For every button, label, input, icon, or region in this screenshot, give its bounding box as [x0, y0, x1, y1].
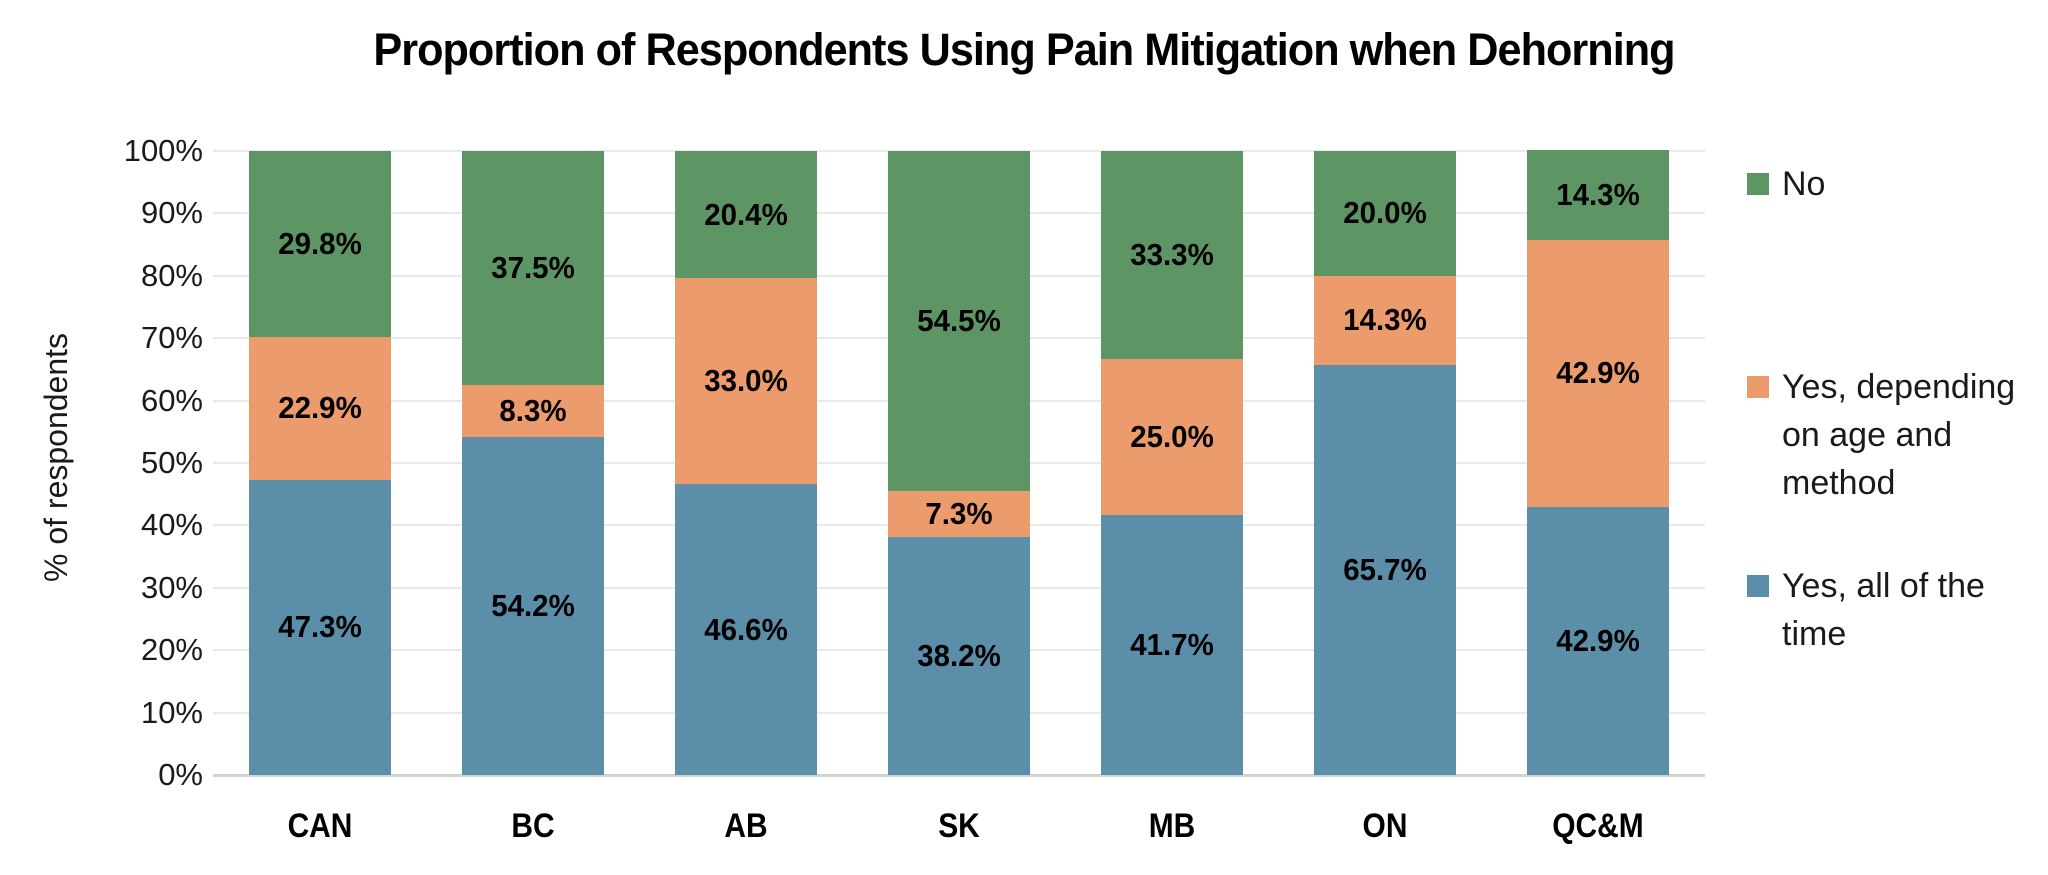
x-axis-line — [213, 774, 1705, 777]
bar-segment-qc-m-yes-all-of-the-time — [1527, 507, 1670, 775]
bar-label-qc-m-yes-all-of-the-time: 42.9% — [1556, 623, 1641, 659]
bar-label-mb-yes-all-of-the-time: 41.7% — [1130, 626, 1214, 662]
legend-label-no: No — [1782, 160, 1825, 208]
x-tick-label-ab: AB — [724, 807, 768, 845]
bar-segment-qc-m-no — [1527, 150, 1670, 240]
y-tick-label-90: 90% — [140, 195, 203, 231]
y-tick-label-70: 70% — [140, 320, 203, 356]
y-tick-label-50: 50% — [140, 445, 203, 480]
bar-label-qc-m-no: 14.3% — [1556, 176, 1641, 212]
x-tick-label-qc-m: QC&M — [1552, 807, 1645, 845]
bar-segment-on-no — [1314, 151, 1457, 276]
legend-label-line: time — [1782, 615, 1847, 653]
bar-segment-bc-yes-depending-on-age-and-method — [461, 385, 604, 437]
legend-label-line: No — [1782, 165, 1826, 203]
bar-segment-mb-yes-depending-on-age-and-method — [1101, 358, 1244, 515]
bar-label-can-no: 29.8% — [277, 225, 362, 261]
bar-label-on-yes-all-of-the-time: 65.7% — [1343, 552, 1428, 588]
y-tick-label-10: 10% — [140, 694, 203, 730]
bar-segment-bc-no — [461, 151, 604, 385]
y-tick-label-80: 80% — [140, 257, 203, 293]
bar-segment-bc-yes-all-of-the-time — [461, 436, 604, 775]
legend-swatch-yes-depending-on-age-and-method — [1747, 376, 1769, 398]
bar-label-qc-m-yes-depending-on-age-and-method: 42.9% — [1556, 355, 1641, 391]
bar-label-bc-yes-all-of-the-time: 54.2% — [490, 587, 575, 623]
bar-label-sk-yes-depending-on-age-and-method: 7.3% — [925, 495, 993, 531]
legend-label-line: Yes, all of the — [1782, 567, 1985, 605]
y-tick-label-0: 0% — [158, 757, 203, 792]
legend-label-yes-all-of-the-time: Yes, all of the time — [1782, 562, 1985, 658]
bar-label-bc-no: 37.5% — [490, 250, 575, 285]
chart-title: Proportion of Respondents Using Pain Mit… — [373, 24, 1675, 75]
bar-segment-mb-no — [1101, 151, 1244, 359]
y-tick-label-100: 100% — [123, 133, 203, 168]
bar-segment-sk-yes-depending-on-age-and-method — [888, 491, 1030, 537]
bar-segment-ab-yes-all-of-the-time — [674, 484, 817, 775]
bar-label-ab-no: 20.4% — [704, 196, 788, 232]
legend-label-line: method — [1782, 464, 1896, 502]
legend-label-line: on age and — [1782, 416, 1953, 454]
bar-segment-mb-yes-all-of-the-time — [1101, 514, 1244, 775]
bar-label-on-no: 20.0% — [1343, 195, 1428, 231]
legend-swatch-no — [1747, 173, 1769, 195]
bar-label-mb-no: 33.3% — [1130, 236, 1214, 272]
bar-label-sk-no: 54.5% — [917, 303, 1001, 339]
bar-label-ab-yes-all-of-the-time: 46.6% — [704, 611, 788, 647]
bar-segment-ab-yes-depending-on-age-and-method — [674, 278, 817, 485]
bar-label-sk-yes-all-of-the-time: 38.2% — [917, 637, 1001, 673]
legend-swatch-yes-all-of-the-time — [1747, 575, 1769, 597]
bar-segment-sk-no — [888, 151, 1030, 492]
x-tick-label-bc: BC — [511, 807, 555, 845]
bar-segment-can-yes-depending-on-age-and-method — [248, 336, 391, 480]
bar-label-can-yes-all-of-the-time: 47.3% — [277, 609, 362, 645]
x-tick-label-on: ON — [1362, 807, 1408, 845]
y-tick-label-60: 60% — [140, 382, 203, 418]
y-tick-label-30: 30% — [140, 569, 203, 605]
bar-segment-sk-yes-all-of-the-time — [888, 536, 1030, 775]
x-tick-label-can: CAN — [287, 807, 352, 845]
x-tick-label-sk: SK — [938, 807, 980, 845]
bar-segment-ab-no — [674, 151, 817, 279]
x-tick-label-mb: MB — [1148, 807, 1196, 845]
y-tick-label-40: 40% — [140, 507, 203, 543]
bar-segment-can-yes-all-of-the-time — [248, 479, 391, 775]
legend-label-line: Yes, depending — [1782, 368, 2016, 406]
bar-segment-on-yes-all-of-the-time — [1314, 365, 1457, 775]
bar-label-mb-yes-depending-on-age-and-method: 25.0% — [1130, 418, 1214, 454]
bar-label-can-yes-depending-on-age-and-method: 22.9% — [277, 390, 362, 426]
bar-label-on-yes-depending-on-age-and-method: 14.3% — [1343, 302, 1428, 338]
bar-segment-can-no — [248, 151, 391, 337]
bar-segment-qc-m-yes-depending-on-age-and-method — [1527, 239, 1670, 508]
y-tick-label-20: 20% — [140, 632, 203, 668]
bar-label-bc-yes-depending-on-age-and-method: 8.3% — [499, 392, 567, 428]
legend-label-yes-depending-on-age-and-method: Yes, depending on age and method — [1782, 363, 2015, 507]
bar-label-ab-yes-depending-on-age-and-method: 33.0% — [704, 363, 788, 399]
bar-segment-on-yes-depending-on-age-and-method — [1314, 275, 1457, 366]
